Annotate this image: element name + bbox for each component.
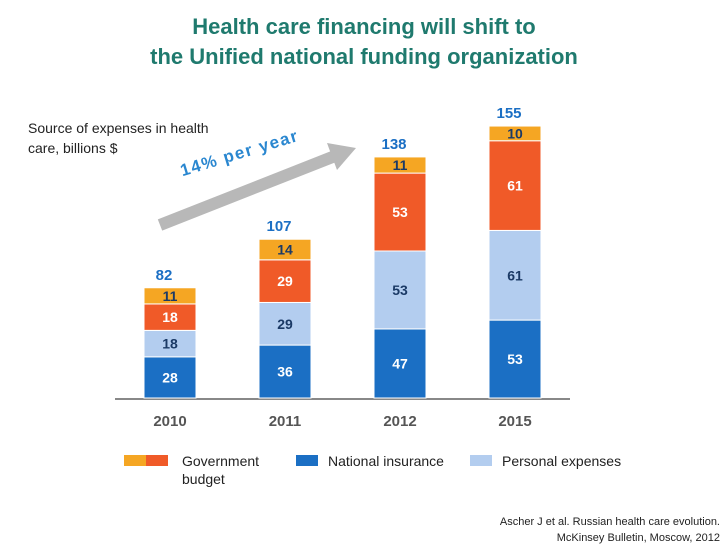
- data-label-national-2015: 53: [507, 351, 523, 367]
- x-tick-label-2010: 2010: [153, 413, 186, 430]
- data-label-gov-light-2011: 14: [277, 242, 293, 258]
- bar-gov-light-2011: [258, 238, 312, 261]
- bar-national-2010: [143, 356, 197, 399]
- bar-personal-2015: [488, 229, 542, 321]
- source-line-2: McKinsey Bulletin, Moscow, 2012: [556, 532, 720, 544]
- data-label-gov-dark-2011: 29: [277, 273, 293, 289]
- data-label-gov-dark-2012: 53: [392, 204, 408, 220]
- growth-arrow-head: [327, 143, 356, 170]
- y-axis-label: Source of expenses in health care, billi…: [28, 120, 209, 156]
- data-label-gov-dark-2015: 61: [507, 178, 523, 194]
- bar-gov-light-2012: [373, 156, 427, 174]
- bar-gov-dark-2011: [258, 259, 312, 303]
- data-label-personal-2012: 53: [392, 282, 408, 298]
- source-line-1: Ascher J et al. Russian health care evol…: [499, 516, 720, 528]
- data-label-national-2011: 36: [277, 364, 293, 380]
- legend-label-government-2: budget: [182, 471, 225, 487]
- total-label-2015: 155: [496, 105, 521, 122]
- bar-gov-dark-2012: [373, 172, 427, 252]
- legend-label-government-1: Government: [182, 453, 260, 469]
- total-label-2010: 82: [156, 267, 173, 284]
- x-tick-label-2011: 2011: [269, 413, 302, 430]
- total-label-2011: 107: [266, 218, 291, 235]
- title-line-2: the Unified national funding organizatio…: [150, 44, 578, 69]
- data-label-personal-2011: 29: [277, 316, 293, 332]
- total-label-2012: 138: [381, 136, 406, 153]
- title-line-1: Health care financing will shift to: [192, 14, 536, 39]
- bar-national-2011: [258, 344, 312, 399]
- data-label-gov-light-2012: 11: [393, 157, 408, 173]
- bar-gov-light-2015: [488, 125, 542, 142]
- bar-personal-2012: [373, 250, 427, 330]
- data-label-gov-light-2015: 10: [507, 125, 523, 141]
- bar-gov-light-2010: [143, 287, 197, 305]
- legend-label-personal: Personal expenses: [502, 453, 622, 469]
- data-label-personal-2015: 61: [507, 267, 523, 283]
- bar-gov-dark-2015: [488, 140, 542, 231]
- legend-item-personal: Personal expenses: [470, 452, 621, 470]
- bar-personal-2010: [143, 329, 197, 358]
- legend-item-national: National insurance: [296, 452, 444, 470]
- legend-item-government: Government budget: [124, 452, 259, 488]
- legend: Government budget National insurance Per…: [0, 452, 728, 492]
- legend-swatch-gov-light: [124, 455, 146, 466]
- data-label-gov-dark-2010: 18: [162, 309, 178, 325]
- data-label-personal-2010: 18: [162, 336, 178, 352]
- bar-gov-dark-2010: [143, 303, 197, 331]
- x-tick-label-2012: 2012: [383, 413, 416, 430]
- data-label-national-2012: 47: [392, 355, 408, 371]
- legend-label-national: National insurance: [328, 453, 444, 469]
- growth-arrow: [157, 150, 338, 231]
- data-label-national-2010: 28: [162, 369, 178, 385]
- data-label-gov-light-2010: 11: [163, 288, 178, 304]
- chart-title: Health care financing will shift to the …: [0, 12, 728, 72]
- legend-swatch-gov-dark: [146, 455, 168, 466]
- bar-national-2015: [488, 319, 542, 399]
- legend-swatch-national: [296, 455, 318, 466]
- legend-swatch-personal: [470, 455, 492, 466]
- bar-personal-2011: [258, 301, 312, 346]
- source-citation: Ascher J et al. Russian health care evol…: [500, 514, 720, 546]
- x-tick-label-2015: 2015: [498, 413, 531, 430]
